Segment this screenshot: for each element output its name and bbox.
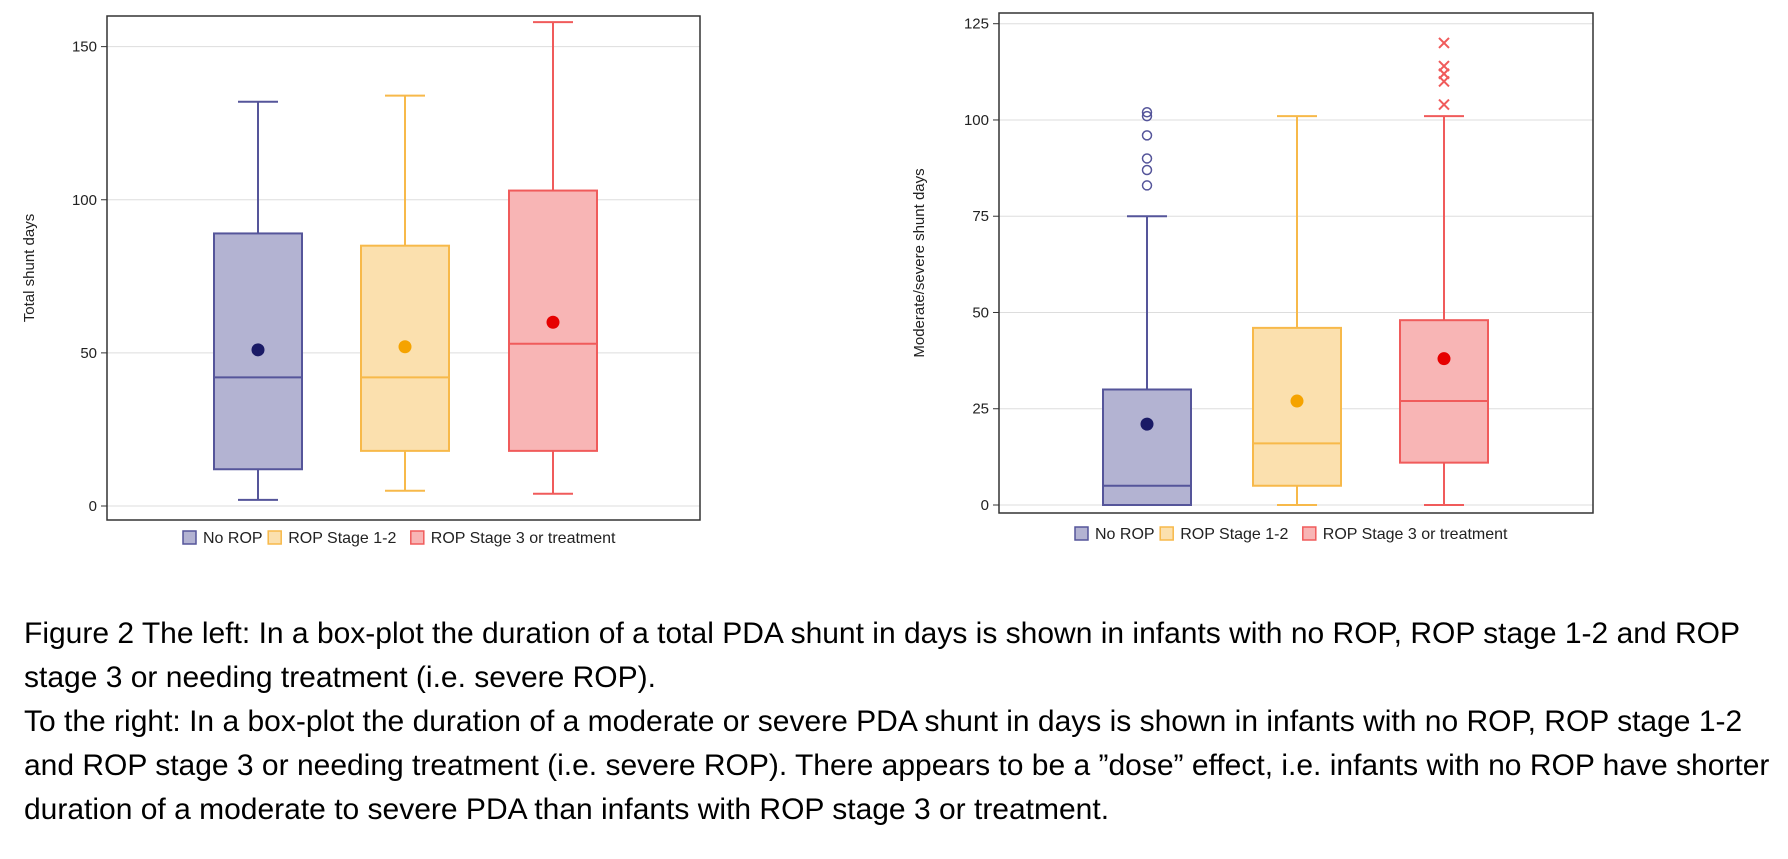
box-stage12 xyxy=(360,94,450,492)
outlier-x xyxy=(1438,37,1450,49)
legend-swatch-stage3 xyxy=(1302,526,1317,541)
y-axis-title: Moderate/severe shunt days xyxy=(911,168,928,357)
y-tick-label: 125 xyxy=(964,16,989,33)
y-tick-label: 150 xyxy=(72,39,97,56)
legend-label-stage3: ROP Stage 3 or treatment xyxy=(1323,526,1508,543)
plot-frame xyxy=(106,15,701,521)
outlier-circle xyxy=(1141,110,1153,122)
legend-swatch-no_rop xyxy=(182,530,197,545)
mean-marker xyxy=(1290,394,1304,408)
legend-swatch-stage3 xyxy=(410,530,425,545)
figure-caption: Figure 2 The left: In a box-plot the dur… xyxy=(24,612,1774,832)
plot-frame xyxy=(998,12,1594,514)
mean-marker xyxy=(398,340,412,354)
caption-left-description: Figure 2 The left: In a box-plot the dur… xyxy=(24,617,1740,694)
box-no_rop xyxy=(213,100,303,501)
figure-charts: 0 50 100 150 Total shunt days No ROP ROP Stage… xyxy=(21,12,1594,547)
outlier-circle xyxy=(1141,153,1153,164)
box-stage3 xyxy=(1399,37,1489,506)
legend-swatch-no_rop xyxy=(1074,526,1089,541)
legend-label-no_rop: No ROP xyxy=(203,530,263,547)
outlier-circle xyxy=(1141,164,1153,176)
box-stage3 xyxy=(508,21,598,495)
mean-marker xyxy=(251,343,265,357)
chart-panel-1: 0 50 100 150 Total shunt days No ROP ROP Stage… xyxy=(21,15,701,547)
legend-swatch-stage12 xyxy=(267,530,282,545)
y-tick-label: 50 xyxy=(80,345,97,362)
outlier-circle xyxy=(1141,130,1153,141)
y-tick-label: 100 xyxy=(72,192,97,209)
y-tick-label: 0 xyxy=(89,498,97,515)
y-tick-label: 25 xyxy=(972,401,989,418)
box-no_rop xyxy=(1102,107,1192,506)
y-tick-label: 100 xyxy=(964,112,989,129)
iqr-box xyxy=(1399,319,1489,464)
mean-marker xyxy=(1437,352,1451,366)
y-axis-title: Total shunt days xyxy=(21,214,38,322)
y-tick-label: 75 xyxy=(972,208,989,225)
box-stage12 xyxy=(1252,115,1342,506)
outlier-circle xyxy=(1141,107,1153,118)
legend-label-no_rop: No ROP xyxy=(1095,526,1155,543)
iqr-box xyxy=(1102,388,1192,506)
mean-marker xyxy=(1140,417,1154,431)
mean-marker xyxy=(546,315,560,329)
outlier-x xyxy=(1438,60,1450,72)
chart-panel-2: 0 25 50 75 100 125 Moderate/severe shunt days N… xyxy=(911,12,1594,543)
legend-label-stage3: ROP Stage 3 or treatment xyxy=(431,530,616,547)
outlier-x xyxy=(1438,98,1450,111)
outlier-circle xyxy=(1141,180,1153,191)
legend-label-stage12: ROP Stage 1-2 xyxy=(1180,526,1288,543)
legend-label-stage12: ROP Stage 1-2 xyxy=(288,530,396,547)
legend-swatch-stage12 xyxy=(1159,526,1174,541)
y-tick-label: 0 xyxy=(981,497,989,514)
legend: No ROP ROP Stage 1-2 ROP Stage 3 or treatm… xyxy=(1074,526,1508,543)
caption-right-description: To the right: In a box-plot the duration… xyxy=(24,705,1770,826)
y-tick-label: 50 xyxy=(972,304,989,321)
legend: No ROP ROP Stage 1-2 ROP Stage 3 or treatm… xyxy=(182,530,616,547)
